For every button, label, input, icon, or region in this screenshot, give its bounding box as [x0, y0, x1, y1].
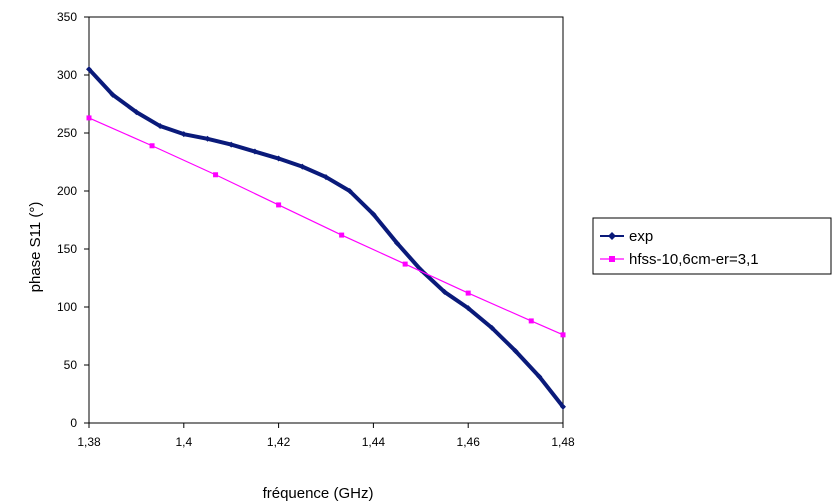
series-layer [86, 66, 566, 410]
data-point [149, 143, 155, 149]
x-tick-label: 1,38 [77, 435, 101, 449]
data-point [560, 332, 566, 338]
data-point [251, 148, 258, 155]
legend-box [592, 217, 832, 275]
data-point [180, 131, 187, 138]
data-point [157, 123, 164, 130]
data-point [488, 324, 495, 331]
x-axis-label: fréquence (GHz) [263, 485, 374, 502]
data-point [465, 305, 472, 312]
data-point [109, 91, 116, 98]
data-point [323, 174, 329, 181]
y-tick-label: 300 [57, 68, 77, 82]
series-1 [86, 66, 566, 410]
series-line [87, 67, 565, 409]
data-point [441, 288, 448, 295]
y-tick-label: 100 [57, 300, 77, 314]
data-point [299, 163, 306, 170]
data-point [346, 188, 353, 194]
y-tick-label: 50 [64, 358, 78, 372]
legend-marker [609, 256, 615, 262]
data-point [228, 141, 235, 148]
data-point [465, 290, 471, 296]
plot-area-frame [88, 16, 564, 424]
legend-item: hfss-10,6cm-er=3,1 [600, 251, 759, 268]
data-point [536, 373, 543, 380]
y-tick-labels: 0 50 100 150 200 250 300 350 [57, 10, 77, 430]
data-point [512, 348, 519, 355]
data-point [204, 135, 211, 142]
data-point [528, 318, 534, 324]
legend-label: hfss-10,6cm-er=3,1 [629, 251, 759, 268]
data-point [86, 66, 92, 73]
legend-item: exp [600, 228, 653, 245]
x-tick-label: 1,48 [551, 435, 575, 449]
series-2 [86, 115, 566, 338]
y-tick-label: 150 [57, 242, 77, 256]
y-tick-label: 350 [57, 10, 77, 24]
x-tick-label: 1,42 [267, 435, 291, 449]
data-point [402, 261, 408, 267]
y-tick-label: 250 [57, 126, 77, 140]
data-point [339, 232, 345, 238]
data-point [370, 211, 377, 218]
x-tick-label: 1,4 [175, 435, 192, 449]
x-tick-labels: 1,38 1,4 1,42 1,44 1,46 1,48 [77, 435, 575, 449]
axes [84, 16, 564, 428]
x-tick-label: 1,44 [362, 435, 386, 449]
legend: exp hfss-10,6cm-er=3,1 [592, 217, 832, 275]
data-point [560, 403, 566, 410]
legend-marker [608, 232, 616, 240]
data-point [275, 155, 282, 162]
legend-items: exp hfss-10,6cm-er=3,1 [600, 228, 759, 268]
y-axis-label: phase S11 (°) [27, 202, 44, 293]
data-point [213, 172, 219, 178]
y-tick-label: 0 [70, 416, 77, 430]
data-point [133, 109, 140, 116]
series-line [88, 117, 564, 336]
data-point [86, 115, 92, 121]
data-point [394, 240, 401, 247]
data-point [276, 202, 282, 208]
y-tick-label: 200 [57, 184, 77, 198]
x-tick-label: 1,46 [457, 435, 481, 449]
legend-label: exp [629, 228, 653, 245]
